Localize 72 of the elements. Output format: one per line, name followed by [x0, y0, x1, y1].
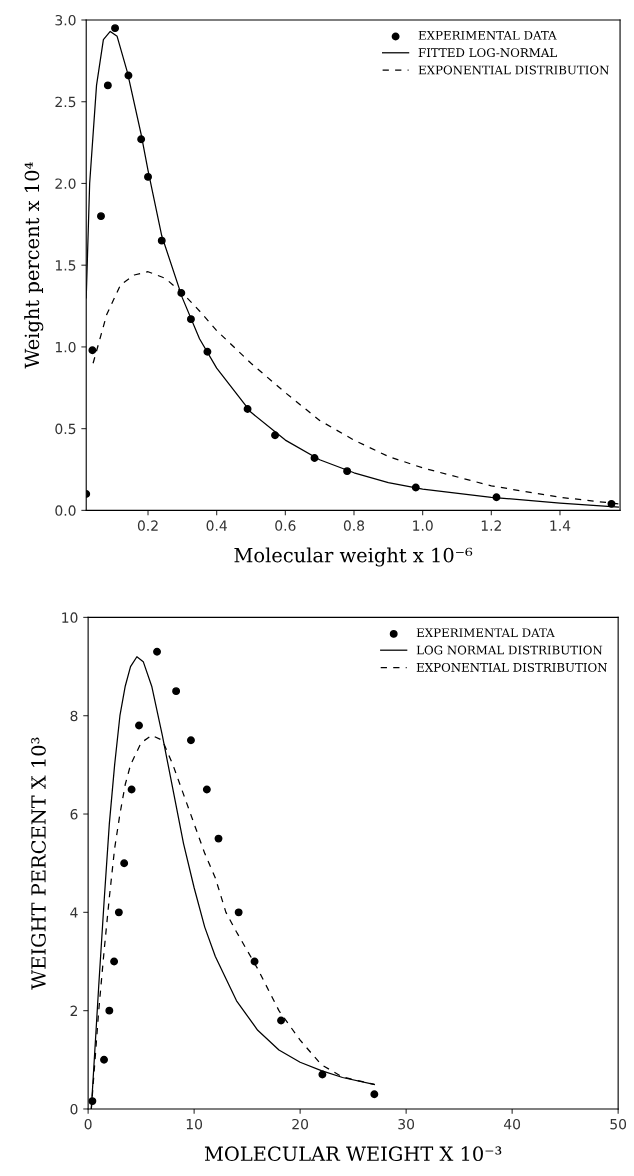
point	[135, 721, 143, 730]
legend-label: EXPERIMENTAL DATA	[418, 30, 557, 40]
point	[607, 499, 616, 508]
y-tick-label: 3.0	[55, 14, 76, 26]
x-tick-label: 0.4	[206, 520, 227, 531]
x-tick-label: 1.0	[413, 520, 433, 531]
point	[186, 736, 195, 745]
point	[100, 1055, 108, 1064]
point	[172, 687, 181, 696]
y-axis-title: WEIGHT PERCENT X 10³	[31, 737, 46, 990]
point	[88, 346, 97, 355]
point	[243, 405, 252, 413]
point	[411, 483, 420, 492]
y-tick-label: 2.5	[55, 96, 76, 108]
point	[137, 135, 146, 144]
point	[103, 81, 112, 90]
point	[110, 957, 119, 966]
x-axis-title: Molecular weight x 10⁻⁶	[234, 547, 473, 567]
point	[97, 212, 105, 221]
point	[88, 1097, 97, 1106]
point	[271, 431, 279, 440]
point	[111, 24, 120, 33]
y-tick-label: 0	[70, 1103, 78, 1115]
point	[120, 859, 129, 868]
x-tick-label: 0.6	[275, 520, 296, 531]
point	[105, 1006, 114, 1015]
x-tick-label: 50	[610, 1118, 627, 1130]
point	[310, 454, 319, 463]
y-tick-label: 4	[70, 907, 78, 918]
point	[186, 315, 195, 324]
legend-label: FITTED LOG-NORMAL	[418, 48, 557, 58]
point	[157, 236, 166, 245]
point	[492, 493, 501, 502]
y-tick-label: 8	[70, 710, 78, 722]
x-tick-label: 30	[398, 1118, 415, 1130]
point	[343, 467, 352, 476]
y-tick-label: 0.5	[55, 423, 76, 435]
point	[318, 1070, 327, 1079]
point	[127, 785, 136, 794]
point	[214, 834, 223, 843]
point	[114, 908, 123, 917]
point	[277, 1016, 286, 1025]
point	[124, 71, 133, 80]
x-tick-label: 10	[186, 1118, 203, 1130]
y-tick-label: 6	[70, 809, 78, 820]
y-tick-label: 1.0	[55, 341, 76, 353]
legend-label: LOG NORMAL DISTRIBUTION	[416, 645, 603, 655]
x-axis-title: MOLECULAR WEIGHT X 10⁻³	[204, 1146, 502, 1162]
x-tick-label: 1.4	[550, 520, 571, 531]
x-tick-label: 0	[84, 1118, 92, 1130]
y-tick-label: 2	[70, 1005, 78, 1016]
legend-label: EXPONENTIAL DISTRIBUTION	[418, 65, 609, 75]
point	[177, 289, 186, 297]
point	[153, 647, 161, 656]
x-tick-label: 0.2	[137, 520, 158, 531]
x-tick-label: 40	[503, 1118, 521, 1130]
point	[202, 785, 211, 794]
legend-label: EXPONENTIAL DISTRIBUTION	[416, 662, 608, 672]
y-tick-label: 10	[62, 612, 78, 623]
y-tick-label: 1.5	[55, 260, 76, 271]
point	[144, 172, 152, 181]
x-tick-label: 1.2	[481, 520, 501, 531]
y-axis-title: Weight percent x 10⁴	[24, 162, 44, 369]
y-tick-label: 2.0	[55, 178, 76, 189]
point	[370, 1090, 379, 1099]
point	[203, 347, 212, 356]
point	[250, 957, 259, 966]
x-tick-label: 0.8	[343, 520, 365, 531]
y-tick-label: 0.0	[55, 505, 76, 516]
point	[234, 908, 243, 917]
legend-label: EXPERIMENTAL DATA	[416, 628, 555, 638]
x-tick-label: 20	[292, 1118, 309, 1130]
